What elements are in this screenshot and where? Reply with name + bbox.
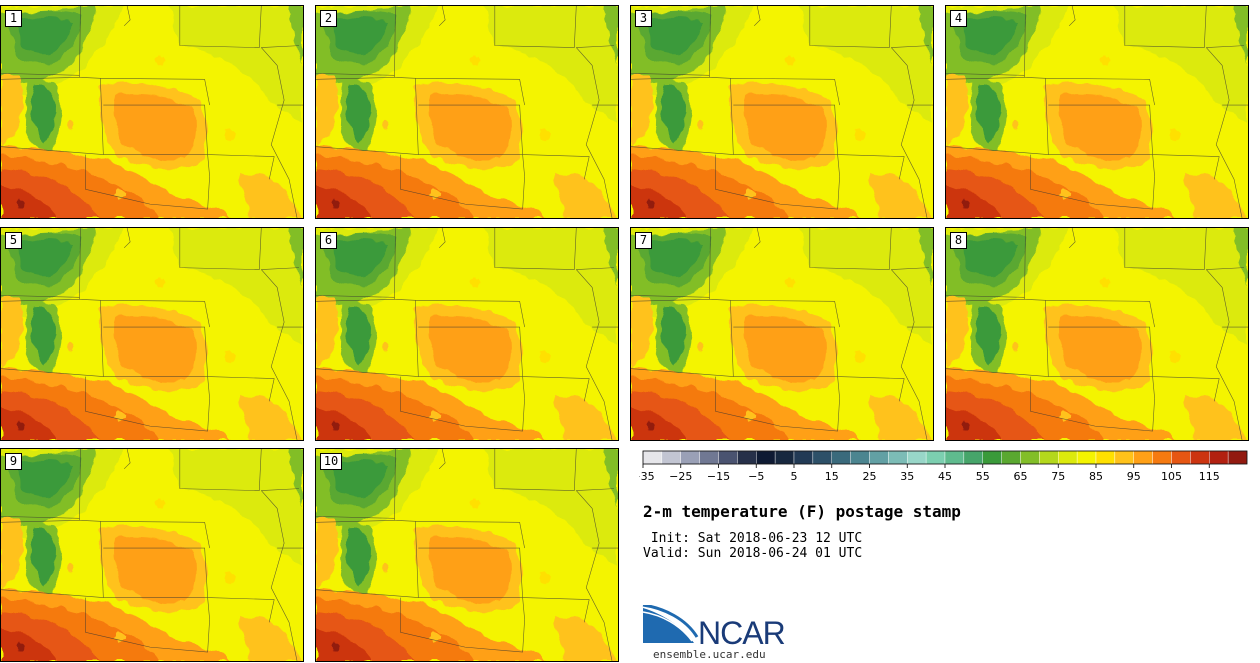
colorbar-cell — [850, 450, 870, 465]
ncar-logo-icon — [642, 605, 699, 643]
member-label: 6 — [320, 232, 337, 249]
colorbar-tick-label: 115 — [1199, 470, 1220, 483]
colorbar-tick-label: −15 — [707, 470, 730, 483]
colorbar-cell — [888, 450, 908, 465]
temperature-map — [316, 228, 618, 440]
colorbar-tick-label: −25 — [669, 470, 692, 483]
colorbar-cell — [1114, 450, 1134, 465]
colorbar-cell — [1076, 450, 1097, 465]
postage-stamp-member-9: 9 — [0, 448, 304, 662]
colorbar-cell — [737, 450, 757, 465]
colorbar-cell — [699, 450, 719, 465]
temperature-map — [631, 228, 933, 440]
colorbar-tick-label: −35 — [639, 470, 655, 483]
colorbar-cell — [1058, 450, 1078, 465]
member-label: 7 — [635, 232, 652, 249]
colorbar-cell — [1001, 450, 1021, 465]
temperature-map — [316, 449, 618, 661]
colorbar-cell — [756, 450, 776, 465]
colorbar-cell — [1171, 450, 1191, 465]
postage-stamp-member-7: 7 — [630, 227, 934, 441]
footer-url: ensemble.ucar.edu — [653, 648, 766, 661]
colorbar-tick-label: 15 — [825, 470, 839, 483]
postage-stamp-member-6: 6 — [315, 227, 619, 441]
temperature-map — [631, 6, 933, 218]
colorbar-cell — [907, 450, 927, 465]
member-label: 8 — [950, 232, 967, 249]
colorbar-tick-label: 95 — [1127, 470, 1141, 483]
init-time: Init: Sat 2018-06-23 12 UTC — [650, 531, 863, 546]
colorbar-tick-label: 45 — [938, 470, 952, 483]
colorbar-tick-label: 75 — [1051, 470, 1065, 483]
postage-stamp-member-2: 2 — [315, 5, 619, 219]
colorbar-tick-label: 35 — [900, 470, 914, 483]
colorbar-cell — [718, 450, 738, 465]
colorbar-tick-label: 105 — [1161, 470, 1182, 483]
colorbar-ticks: −35 −25 −15 −5 5 15 25 35 45 55 65 75 85 95 105 115 — [639, 464, 1220, 483]
postage-stamp-member-10: 10 — [315, 448, 619, 662]
colorbar-cell — [1133, 450, 1153, 465]
colorbar-tick-label: 55 — [976, 470, 990, 483]
member-label: 4 — [950, 10, 967, 27]
colorbar-cell — [982, 450, 1002, 465]
colorbar-cell — [963, 450, 983, 465]
postage-stamp-member-4: 4 — [945, 5, 1249, 219]
colorbar-tick-label: 5 — [791, 470, 798, 483]
temperature-map — [1, 6, 303, 218]
member-label: 10 — [320, 453, 342, 470]
member-label: 1 — [5, 10, 22, 27]
colorbar-cell — [774, 450, 795, 465]
colorbar-cells — [642, 450, 1248, 465]
colorbar-cell — [642, 450, 663, 465]
colorbar-cell — [1190, 450, 1210, 465]
temperature-map — [946, 228, 1248, 440]
member-label: 9 — [5, 453, 22, 470]
temperature-map — [946, 6, 1248, 218]
colorbar-tick-label: −5 — [748, 470, 764, 483]
postage-stamp-member-8: 8 — [945, 227, 1249, 441]
ncar-logo-text: NCAR — [698, 615, 786, 651]
colorbar-cell — [1020, 450, 1040, 465]
member-label: 3 — [635, 10, 652, 27]
colorbar-cell — [1152, 450, 1172, 465]
member-label: 5 — [5, 232, 22, 249]
colorbar-cell — [661, 450, 681, 465]
colorbar-tick-label: 65 — [1014, 470, 1028, 483]
valid-time: Valid: Sun 2018-06-24 01 UTC — [643, 546, 863, 561]
chart-title: 2-m temperature (F) postage stamp — [643, 502, 961, 521]
colorbar-cell — [1039, 450, 1059, 465]
colorbar-cell — [1095, 450, 1116, 465]
colorbar-cell — [831, 450, 851, 465]
colorbar-cell — [869, 450, 889, 465]
postage-stamp-member-5: 5 — [0, 227, 304, 441]
postage-stamp-member-1: 1 — [0, 5, 304, 219]
colorbar-cell — [793, 450, 814, 465]
colorbar-tick-label: 85 — [1089, 470, 1103, 483]
colorbar-cell — [680, 450, 700, 465]
member-label: 2 — [320, 10, 337, 27]
temperature-map — [1, 228, 303, 440]
colorbar-cell — [925, 450, 946, 465]
colorbar-tick-label: 25 — [863, 470, 877, 483]
colorbar-cell — [812, 450, 832, 465]
colorbar-cell — [1227, 450, 1248, 465]
temperature-map — [316, 6, 618, 218]
temperature-map — [1, 449, 303, 661]
colorbar-cell — [1209, 450, 1229, 465]
postage-stamp-member-3: 3 — [630, 5, 934, 219]
colorbar: −35 −25 −15 −5 5 15 25 35 45 55 65 75 85 95 105 115 — [639, 450, 1248, 483]
colorbar-cell — [944, 450, 965, 465]
